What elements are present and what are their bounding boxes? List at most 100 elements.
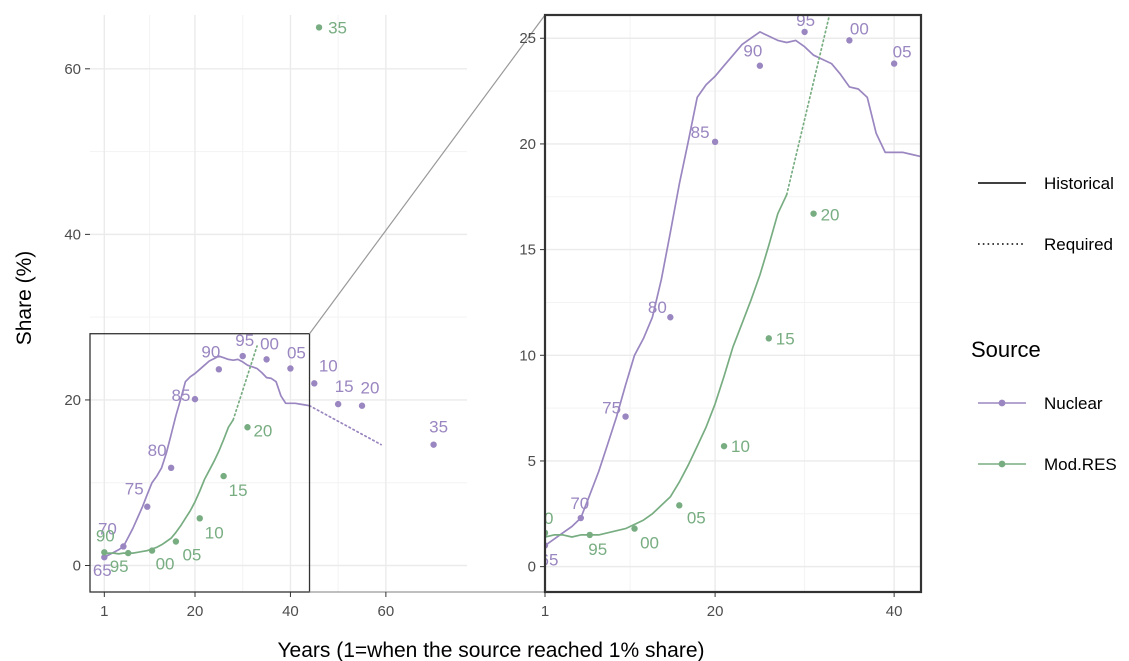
zoom-x-tick-label: 1: [541, 603, 549, 620]
main-nuclear-point-label: 70: [98, 519, 117, 538]
main-nuclear-point-label: 35: [429, 418, 448, 437]
zoom-nuclear-point-label: 70: [570, 494, 589, 513]
main-modres-required-line: [232, 345, 258, 421]
legend-key-nuclear-point: [998, 399, 1006, 407]
main-panel-background: [90, 15, 467, 592]
zoom-modres-point: [586, 531, 593, 539]
zoom-panel-background: [545, 15, 921, 592]
main-nuclear-point-label: 80: [148, 441, 167, 460]
main-modres-point-label: 90: [96, 526, 115, 545]
zoom-modres-point-label: 20: [821, 206, 840, 225]
main-nuclear-point: [167, 464, 175, 472]
zoom-modres-point: [676, 502, 683, 509]
zoom-y-tick-label: 15: [519, 242, 536, 259]
main-nuclear-required-line: [308, 404, 382, 446]
zoom-y-tick-label: 25: [519, 30, 536, 47]
zoom-modres-point: [765, 335, 773, 342]
zoom-modres-point-label: 00: [640, 534, 659, 553]
main-x-tick-label: 40: [282, 603, 299, 620]
zoom-panel-border: [543, 13, 923, 594]
main-nuclear-point-label: 85: [172, 386, 191, 405]
main-x-tick-label: 20: [187, 603, 204, 620]
zoom-y-tick-label: 10: [519, 347, 536, 364]
zoom-panel-grid: [544, 15, 921, 592]
zoom-modres-point: [720, 442, 728, 450]
main-y-tick-label: 40: [64, 226, 81, 243]
zoom-nuclear-point: [577, 514, 585, 522]
zoom-region-box: [89, 333, 311, 593]
main-nuclear-point-label: 00: [260, 334, 279, 353]
main-modres-point-label: 95: [110, 557, 129, 576]
zoom-nuclear-historical-line: [545, 31, 921, 547]
main-nuclear-point-label: 15: [335, 377, 354, 396]
zoom-nuclear-point: [711, 138, 719, 146]
legend-label-nuclear: Nuclear: [1044, 394, 1103, 413]
main-y-tick-label: 60: [64, 61, 81, 78]
main-modres-point: [172, 538, 180, 545]
legend-title-source: Source: [971, 337, 1041, 362]
zoom-x-tick-label: 20: [707, 603, 724, 620]
zoom-nuclear-point-label: 90: [743, 42, 762, 61]
y-axis-title: Share (%): [13, 251, 36, 346]
main-nuclear-point-label: 90: [201, 342, 220, 361]
zoom-nuclear-point-label: 00: [850, 19, 869, 38]
main-nuclear-point: [239, 352, 246, 360]
main-nuclear-point: [311, 380, 318, 387]
zoom-nuclear-point: [667, 314, 674, 321]
main-nuclear-point-label: 65: [93, 561, 112, 580]
main-nuclear-point-label: 75: [125, 480, 144, 499]
main-nuclear-point-label: 20: [361, 379, 380, 398]
main-modres-point-label: 10: [205, 523, 224, 542]
zoom-nuclear-point-label: 95: [796, 11, 815, 30]
main-nuclear-point-label: 95: [235, 331, 254, 350]
main-x-tick-label: 1: [100, 603, 108, 620]
zoom-x-tick-label: 40: [886, 603, 903, 620]
main-nuclear-point: [358, 402, 366, 409]
zoom-nuclear-point-label: 85: [691, 123, 710, 142]
main-panel-grid: [90, 15, 467, 592]
zoom-nuclear-point: [801, 28, 808, 36]
legend-label-required: Required: [1044, 235, 1113, 254]
main-nuclear-point: [120, 543, 127, 550]
main-nuclear-point: [191, 395, 199, 403]
main-modres-point: [124, 549, 132, 557]
zoom-modres-required-line: [785, 15, 831, 196]
main-x-tick-label: 60: [378, 603, 395, 620]
main-modres-point: [220, 472, 227, 480]
zoom-nuclear-point-label: 05: [893, 43, 912, 62]
zoom-modres-historical-line: [545, 194, 788, 538]
zoom-nuclear-point: [890, 60, 898, 67]
main-nuclear-point: [263, 356, 270, 363]
main-modres-point: [244, 424, 251, 431]
zoom-panel: 65 70 75 80 85 90 95 00 05 90 95 00 05 10 15 20: [535, 11, 921, 570]
main-nuclear-point: [287, 365, 294, 372]
main-nuclear-point: [101, 554, 108, 561]
zoom-nuclear-point: [622, 413, 629, 420]
main-modres-point-label: 05: [182, 546, 201, 565]
connector-line-top: [309, 14, 546, 335]
main-nuclear-point: [430, 441, 437, 448]
main-modres-point: [196, 515, 203, 522]
zoom-modres-point-label: 15: [776, 329, 795, 348]
legend-label-historical: Historical: [1044, 174, 1114, 193]
main-modres-point-label: 35: [328, 18, 347, 37]
main-modres-point-label: 00: [156, 555, 175, 574]
main-modres-point: [101, 549, 108, 556]
legend: Historical Required Source Nuclear Mod.R…: [971, 174, 1117, 474]
main-nuclear-point-label: 05: [287, 343, 306, 362]
main-modres-point: [148, 547, 156, 554]
main-nuclear-point: [215, 366, 223, 373]
zoom-modres-point-label: 05: [687, 508, 706, 527]
zoom-modres-point: [810, 210, 817, 217]
x-axis-title: Years (1=when the source reached 1% shar…: [277, 639, 704, 661]
main-y-tick-label: 0: [73, 558, 81, 575]
legend-key-modres-point: [998, 460, 1006, 468]
main-nuclear-historical-line: [103, 355, 310, 558]
main-nuclear-point: [334, 400, 342, 408]
zoom-modres-point-label: 90: [535, 509, 554, 528]
main-nuclear-point: [144, 503, 151, 510]
zoom-modres-point: [631, 525, 638, 532]
zoom-y-tick-label: 5: [528, 453, 536, 470]
